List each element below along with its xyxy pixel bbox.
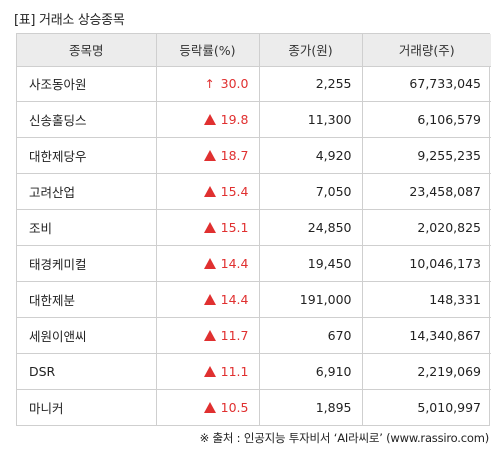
- header-stock-name: 종목명: [17, 34, 157, 67]
- table-row: 고려산업 15.4 7,050 23,458,087: [17, 173, 491, 211]
- stock-name: 마니커: [17, 389, 157, 425]
- up-triangle-icon: [203, 257, 216, 269]
- change-rate-value: 15.1: [220, 220, 249, 235]
- up-triangle-icon: [203, 401, 216, 413]
- change-rate-cell: 10.5: [156, 389, 260, 425]
- up-triangle-icon: [203, 329, 216, 341]
- change-rate-cell: 15.1: [156, 209, 260, 246]
- stock-name: 대한제분: [17, 281, 157, 318]
- close-price: 2,255: [259, 66, 363, 103]
- trade-volume: 148,331: [362, 281, 491, 318]
- trade-volume: 2,219,069: [362, 353, 491, 390]
- up-triangle-icon: [203, 222, 216, 233]
- header-change-rate: 등락률(%): [156, 34, 260, 67]
- close-price: 6,910: [259, 353, 363, 390]
- stock-name: 태경케미컬: [17, 245, 157, 282]
- change-rate-value: 14.4: [220, 255, 249, 271]
- change-rate-cell: 15.4: [156, 173, 260, 211]
- page-title: [표] 거래소 상승종목: [14, 13, 125, 28]
- table-row: 사조동아원 ↑ 30.0 2,255 67,733,045: [17, 66, 491, 103]
- change-rate-cell: 14.4: [156, 281, 260, 318]
- close-price: 1,895: [259, 389, 363, 425]
- trade-volume: 9,255,235: [362, 137, 491, 175]
- trade-volume: 14,340,867: [362, 317, 491, 354]
- stock-table: 종목명 등락률(%) 종가(원) 거래량(주) 사조동아원 ↑ 30.0 2,255 6…: [17, 34, 491, 425]
- table-row: 조비 15.1 24,850 2,020,825: [17, 209, 491, 246]
- trade-volume: 5,010,997: [417, 399, 481, 415]
- header-close-price: 종가(원): [259, 34, 363, 67]
- table-row: 대한제당우 18.7 4,920 9,255,235: [17, 137, 491, 175]
- table-row: 대한제분 14.4 191,000 148,331: [17, 281, 491, 318]
- change-rate-cell: 19.8: [156, 101, 260, 139]
- change-rate-value: 11.1: [220, 363, 249, 379]
- close-price: 670: [259, 317, 363, 354]
- up-triangle-icon: [203, 293, 216, 305]
- change-rate-value: 30.0: [220, 76, 249, 92]
- change-rate-cell: ↑ 30.0: [156, 66, 260, 103]
- stock-name: 대한제당우: [17, 137, 157, 175]
- stock-name: DSR: [17, 353, 157, 390]
- trade-volume: 67,733,045: [362, 66, 491, 103]
- change-rate-cell: 11.1: [156, 353, 260, 390]
- up-triangle-icon: [203, 150, 216, 162]
- change-rate-value: 14.4: [220, 291, 249, 307]
- trade-volume: 23,458,087: [362, 173, 491, 211]
- up-triangle-icon: [203, 365, 216, 377]
- up-triangle-icon: [203, 186, 216, 198]
- close-price: 24,850: [259, 209, 363, 246]
- table-row: 세원이앤씨 11.7 670 14,340,867: [17, 317, 491, 354]
- trade-volume: 10,046,173: [362, 245, 491, 282]
- stock-name: 고려산업: [17, 173, 157, 211]
- change-rate-cell: 18.7: [156, 137, 260, 175]
- change-rate-cell: 11.7: [156, 317, 260, 354]
- trade-volume: 2,020,825: [362, 209, 491, 246]
- stock-name: 사조동아원: [17, 66, 157, 103]
- stock-name: 세원이앤씨: [17, 317, 157, 354]
- close-price: 19,450: [259, 245, 363, 282]
- change-rate-value: 15.4: [220, 184, 249, 200]
- stock-table-container: 종목명 등락률(%) 종가(원) 거래량(주) 사조동아원 ↑ 30.0 2,255 6…: [16, 33, 491, 426]
- close-price: 7,050: [259, 173, 363, 211]
- table-row: 태경케미컬 14.4 19,450 10,046,173: [17, 245, 491, 282]
- header-volume: 거래량(주): [362, 34, 491, 67]
- up-arrow-icon: ↑: [204, 77, 215, 92]
- close-price: 191,000: [259, 281, 363, 318]
- change-rate-value: 11.7: [220, 327, 249, 343]
- trade-volume: 6,106,579: [362, 101, 491, 139]
- close-price: 4,920: [259, 137, 363, 175]
- stock-name: 조비: [17, 209, 157, 246]
- stock-name: 신송홀딩스: [17, 101, 157, 139]
- change-rate-value: 19.8: [220, 112, 249, 128]
- source-footer: ※ 출처 : 인공지능 투자비서 ‘AI라씨로’ (www.rassiro.co…: [199, 431, 490, 445]
- change-rate-value: 10.5: [220, 399, 249, 415]
- table-row: 신송홀딩스 19.8 11,300 6,106,579: [17, 101, 491, 139]
- table-header-row: 종목명 등락률(%) 종가(원) 거래량(주): [17, 34, 491, 67]
- close-price: 11,300: [259, 101, 363, 139]
- table-row: DSR 11.1 6,910 2,219,069: [17, 353, 491, 390]
- up-triangle-icon: [203, 114, 216, 126]
- table-row: 마니커 10.5 1,895 5,010,997: [17, 389, 491, 425]
- change-rate-cell: 14.4: [156, 245, 260, 282]
- change-rate-value: 18.7: [220, 148, 249, 164]
